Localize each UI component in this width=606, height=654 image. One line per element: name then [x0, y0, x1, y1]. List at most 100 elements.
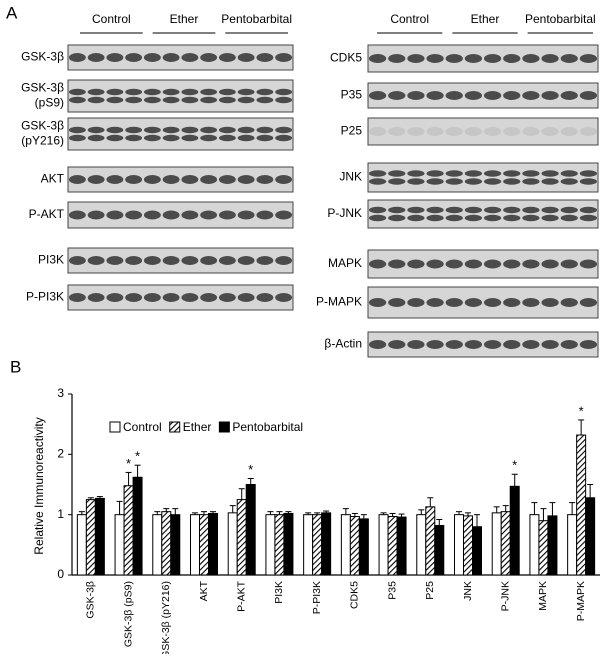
band: [503, 259, 521, 269]
error-bar: [511, 473, 518, 487]
error-bar: [267, 511, 274, 515]
band: [483, 206, 502, 214]
error-bar: [540, 508, 547, 521]
group-label: Ether: [170, 12, 199, 26]
band: [503, 127, 521, 136]
band: [106, 134, 124, 142]
band: [256, 210, 274, 220]
band: [579, 206, 598, 214]
bar: [472, 526, 482, 576]
band: [464, 206, 483, 214]
band: [483, 298, 502, 307]
band: [503, 178, 521, 185]
error-bar: [342, 508, 349, 515]
error-bar: [276, 511, 283, 515]
error-bar: [314, 512, 321, 515]
band: [483, 91, 502, 100]
band: [256, 96, 274, 104]
bar: [529, 514, 540, 576]
error-bar: [351, 512, 358, 517]
bar: [303, 514, 314, 576]
band: [407, 259, 425, 269]
band: [503, 298, 521, 307]
blot: [67, 79, 294, 113]
x-tick-label: CDK5: [349, 581, 361, 609]
error-bar: [229, 505, 236, 513]
band: [181, 96, 199, 104]
x-tick-label: MAPK: [537, 581, 549, 611]
band: [579, 54, 598, 63]
band: [68, 96, 86, 104]
bar: [85, 499, 96, 576]
band: [162, 293, 180, 302]
bar: [396, 516, 407, 576]
band: [522, 91, 540, 100]
bar: [434, 525, 445, 576]
band: [426, 298, 444, 307]
significance: *: [126, 456, 131, 471]
band: [162, 210, 180, 220]
group-label: Ether: [471, 12, 500, 26]
band: [256, 175, 274, 184]
band: [426, 340, 444, 349]
band: [237, 88, 255, 96]
error-bar: [389, 512, 396, 517]
legend-label: Ether: [183, 420, 212, 434]
band: [426, 178, 444, 185]
band: [522, 259, 540, 269]
bar: [340, 514, 351, 576]
bar: [265, 514, 276, 576]
band: [125, 126, 143, 134]
band: [275, 53, 293, 62]
band: [87, 175, 105, 184]
blot: [67, 247, 294, 274]
band: [503, 206, 521, 214]
band: [256, 256, 274, 265]
band: [426, 54, 444, 63]
band: [218, 175, 236, 184]
band: [388, 340, 406, 349]
band: [68, 293, 86, 302]
band: [541, 170, 559, 177]
band: [218, 53, 236, 62]
band: [237, 293, 255, 302]
error-bar: [380, 512, 387, 515]
band: [275, 293, 293, 302]
band: [368, 206, 387, 214]
band: [143, 293, 161, 302]
band: [200, 134, 218, 142]
band: [407, 340, 425, 349]
band: [162, 96, 180, 104]
band: [106, 175, 124, 184]
band: [426, 259, 444, 269]
band: [256, 293, 274, 302]
band: [579, 340, 598, 349]
band: [464, 178, 483, 185]
bar: [161, 511, 172, 576]
band: [106, 126, 124, 134]
legend-label: Control: [123, 420, 162, 434]
band: [87, 96, 105, 104]
blot-label: (pS9): [35, 96, 64, 110]
band: [426, 91, 444, 100]
bar: [227, 512, 238, 576]
blot: [367, 331, 599, 358]
band: [464, 91, 483, 100]
band: [483, 259, 502, 269]
band: [522, 170, 540, 177]
band: [143, 175, 161, 184]
band: [181, 134, 199, 142]
band: [483, 54, 502, 63]
band: [407, 298, 425, 307]
band: [218, 134, 236, 142]
band: [503, 170, 521, 177]
band: [200, 256, 218, 265]
error-bar: [134, 464, 141, 478]
bar: [76, 514, 87, 576]
band: [560, 298, 578, 307]
bar: [585, 497, 596, 576]
band: [256, 126, 274, 134]
band: [560, 178, 578, 185]
error-bar: [163, 508, 170, 512]
error-bar: [172, 508, 179, 515]
